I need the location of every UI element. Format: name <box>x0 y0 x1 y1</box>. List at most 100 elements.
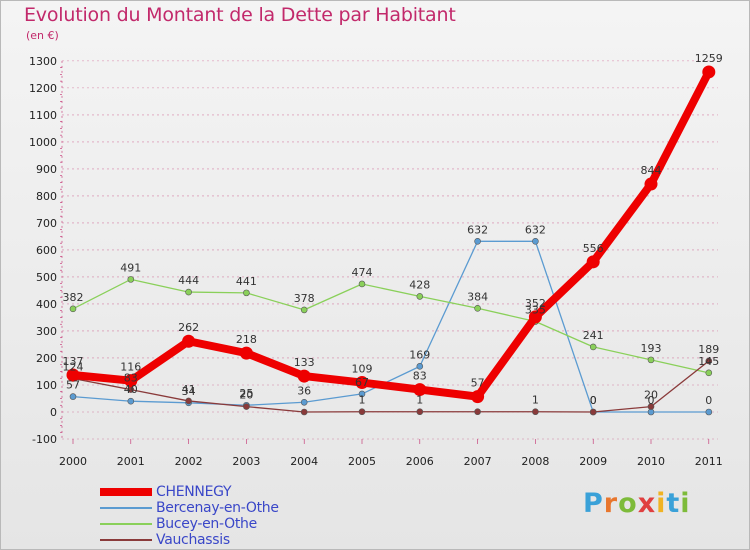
data-point <box>69 305 77 313</box>
data-point <box>185 288 192 296</box>
data-point <box>243 289 250 297</box>
data-point <box>474 408 481 416</box>
data-label: 67 <box>355 376 369 389</box>
logo-letter: t <box>666 488 681 519</box>
logo-letter: i <box>656 488 667 519</box>
x-tick-label: 2001 <box>117 455 145 468</box>
proxiti-logo: Proxiti <box>583 488 691 519</box>
data-point <box>182 334 196 348</box>
data-label: 40 <box>124 383 138 396</box>
data-label: 1259 <box>695 52 723 65</box>
data-point <box>358 390 366 398</box>
data-label: 352 <box>525 297 546 310</box>
data-label: 145 <box>698 355 719 368</box>
data-label: 189 <box>698 343 719 356</box>
y-tick-label: 200 <box>36 352 57 365</box>
y-tick-label: 800 <box>36 190 57 203</box>
data-label: 137 <box>63 355 84 368</box>
y-tick-label: 300 <box>36 325 57 338</box>
data-point <box>705 408 713 416</box>
data-point <box>355 376 369 390</box>
y-tick-label: 1100 <box>29 109 57 122</box>
legend-label-bercenay: Bercenay-en-Othe <box>156 500 279 516</box>
x-tick-label: 2009 <box>579 455 607 468</box>
x-tick-label: 2000 <box>59 455 87 468</box>
y-tick-label: 1000 <box>29 136 57 149</box>
chart-subtitle: (en €) <box>26 29 59 42</box>
data-point <box>66 368 80 382</box>
data-point <box>243 403 250 410</box>
data-point <box>416 408 424 416</box>
data-label: 241 <box>583 329 604 342</box>
data-point <box>705 357 713 365</box>
data-point <box>532 237 539 245</box>
data-point <box>647 356 655 364</box>
data-point <box>358 280 366 288</box>
data-label: 169 <box>409 348 430 361</box>
x-tick-label: 2007 <box>464 455 492 468</box>
y-tick-label: 1200 <box>29 82 57 95</box>
x-tick-label: 2006 <box>406 455 434 468</box>
data-label: 556 <box>583 242 604 255</box>
series-line <box>72 278 710 374</box>
data-point <box>647 403 655 410</box>
data-label: 441 <box>236 275 257 288</box>
data-label: 34 <box>182 385 196 398</box>
data-point <box>471 390 485 404</box>
data-label: 0 <box>590 394 597 407</box>
data-label: 632 <box>525 223 546 236</box>
legend-swatch-chennegy <box>100 488 152 496</box>
data-label: 378 <box>294 292 315 305</box>
chart-title: Evolution du Montant de la Dette par Hab… <box>24 4 456 26</box>
data-label: 0 <box>705 394 712 407</box>
data-label: 25 <box>239 387 253 400</box>
y-tick-label: 700 <box>36 217 57 230</box>
data-point <box>127 276 135 283</box>
y-tick-label: 0 <box>50 406 57 419</box>
data-label: 57 <box>66 379 80 392</box>
legend-swatch-bercenay <box>100 507 152 509</box>
data-label: 335 <box>525 304 546 317</box>
data-point <box>644 177 658 191</box>
data-label: 844 <box>641 164 662 177</box>
data-label: 474 <box>352 266 373 279</box>
legend-label-chennegy: CHENNEGY <box>156 484 232 500</box>
data-label: 1 <box>359 394 366 407</box>
data-label: 491 <box>120 261 141 274</box>
x-tick-label: 2010 <box>637 455 665 468</box>
data-label: 0 <box>590 394 597 407</box>
logo-letter: i <box>680 488 691 519</box>
x-tick-label: 2008 <box>521 455 549 468</box>
series-line <box>72 240 710 413</box>
data-point <box>358 408 366 416</box>
series-line <box>69 67 713 401</box>
data-label: 632 <box>467 223 488 236</box>
data-label: 20 <box>644 389 658 402</box>
data-point <box>474 237 481 245</box>
series-chennegy <box>66 65 716 404</box>
data-point <box>589 343 597 351</box>
y-tick-label: 1300 <box>29 55 57 68</box>
data-point <box>586 255 600 269</box>
data-point <box>647 408 655 416</box>
data-point <box>297 369 311 383</box>
data-label: 428 <box>409 278 430 291</box>
x-tick-label: 2011 <box>695 455 723 468</box>
data-label: 41 <box>182 383 196 396</box>
data-point <box>528 310 542 324</box>
y-tick-label: 400 <box>36 298 57 311</box>
data-label: 83 <box>413 370 427 383</box>
data-point <box>532 408 539 416</box>
data-label: 36 <box>297 384 311 397</box>
data-label: 133 <box>294 356 315 369</box>
data-point <box>705 369 713 377</box>
data-label: 262 <box>178 321 199 334</box>
data-point <box>589 408 597 416</box>
y-tick-label: 500 <box>36 271 57 284</box>
legend-label-vauchassis: Vauchassis <box>156 532 230 548</box>
logo-letter: P <box>583 488 604 519</box>
y-tick-label: 600 <box>36 244 57 257</box>
x-tick-label: 2003 <box>232 455 260 468</box>
data-label: 116 <box>120 361 141 374</box>
